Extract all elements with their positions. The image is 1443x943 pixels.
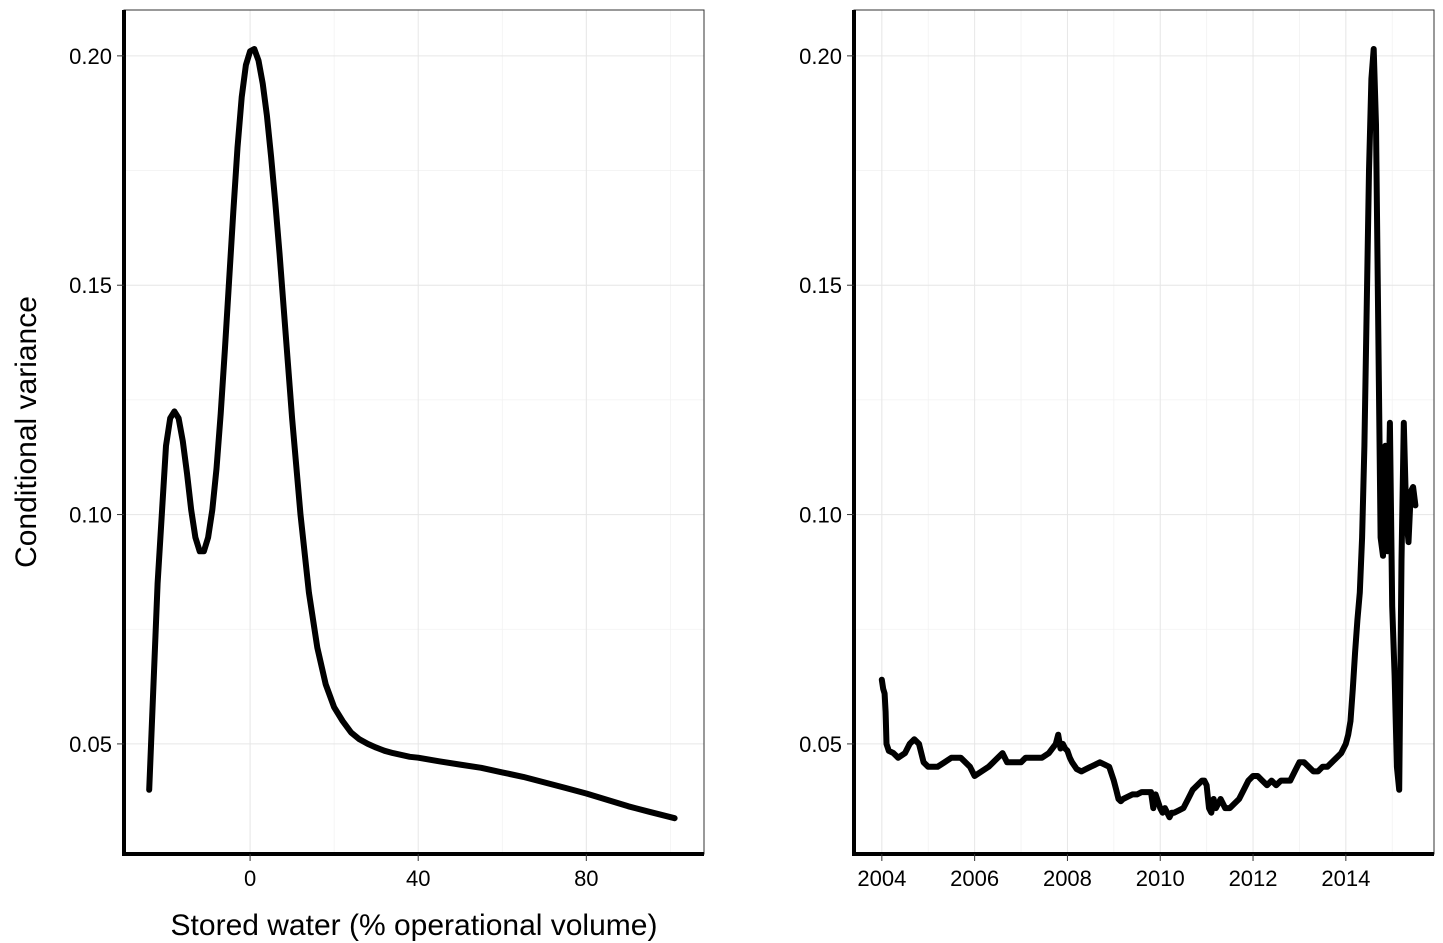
y-tick-label: 0.15 bbox=[69, 273, 112, 298]
x-tick-label: 2010 bbox=[1136, 866, 1185, 891]
gridlines bbox=[124, 10, 704, 854]
y-tick-label: 0.15 bbox=[799, 273, 842, 298]
x-tick-label: 2008 bbox=[1043, 866, 1092, 891]
left-panel: 0.05 0.10 0.15 0.20 0 40 80 Stored water (% op… bbox=[10, 9, 705, 942]
series-line bbox=[146, 46, 678, 822]
plot-area-background bbox=[854, 10, 1434, 854]
x-tick-label: 2004 bbox=[857, 866, 906, 891]
x-tick-label: 40 bbox=[406, 866, 430, 891]
axis-ticks: 0.05 0.10 0.15 0.20 2004 2006 2008 2010 2012 2014 bbox=[799, 44, 1370, 891]
x-tick-label: 80 bbox=[574, 866, 598, 891]
x-axis-title: Stored water (% operational volume) bbox=[171, 909, 658, 942]
y-tick-label: 0.20 bbox=[799, 44, 842, 69]
y-tick-label: 0.05 bbox=[69, 732, 112, 757]
y-axis-title: Conditional variance bbox=[10, 296, 43, 568]
x-tick-label: 2006 bbox=[950, 866, 999, 891]
plot-area-background bbox=[124, 10, 704, 854]
y-tick-label: 0.10 bbox=[799, 503, 842, 528]
axis-ticks: 0.05 0.10 0.15 0.20 0 40 80 bbox=[69, 44, 598, 891]
series-line bbox=[878, 46, 1419, 821]
y-tick-label: 0.05 bbox=[799, 732, 842, 757]
x-tick-label: 2014 bbox=[1321, 866, 1370, 891]
y-tick-label: 0.20 bbox=[69, 44, 112, 69]
gridlines bbox=[854, 10, 1434, 854]
x-tick-label: 0 bbox=[244, 866, 256, 891]
right-panel: 0.05 0.10 0.15 0.20 2004 2006 2008 2010 2012 2014 bbox=[799, 9, 1435, 891]
series-layer bbox=[146, 46, 678, 822]
x-tick-label: 2012 bbox=[1229, 866, 1278, 891]
y-tick-label: 0.10 bbox=[69, 503, 112, 528]
series-layer bbox=[878, 46, 1419, 821]
